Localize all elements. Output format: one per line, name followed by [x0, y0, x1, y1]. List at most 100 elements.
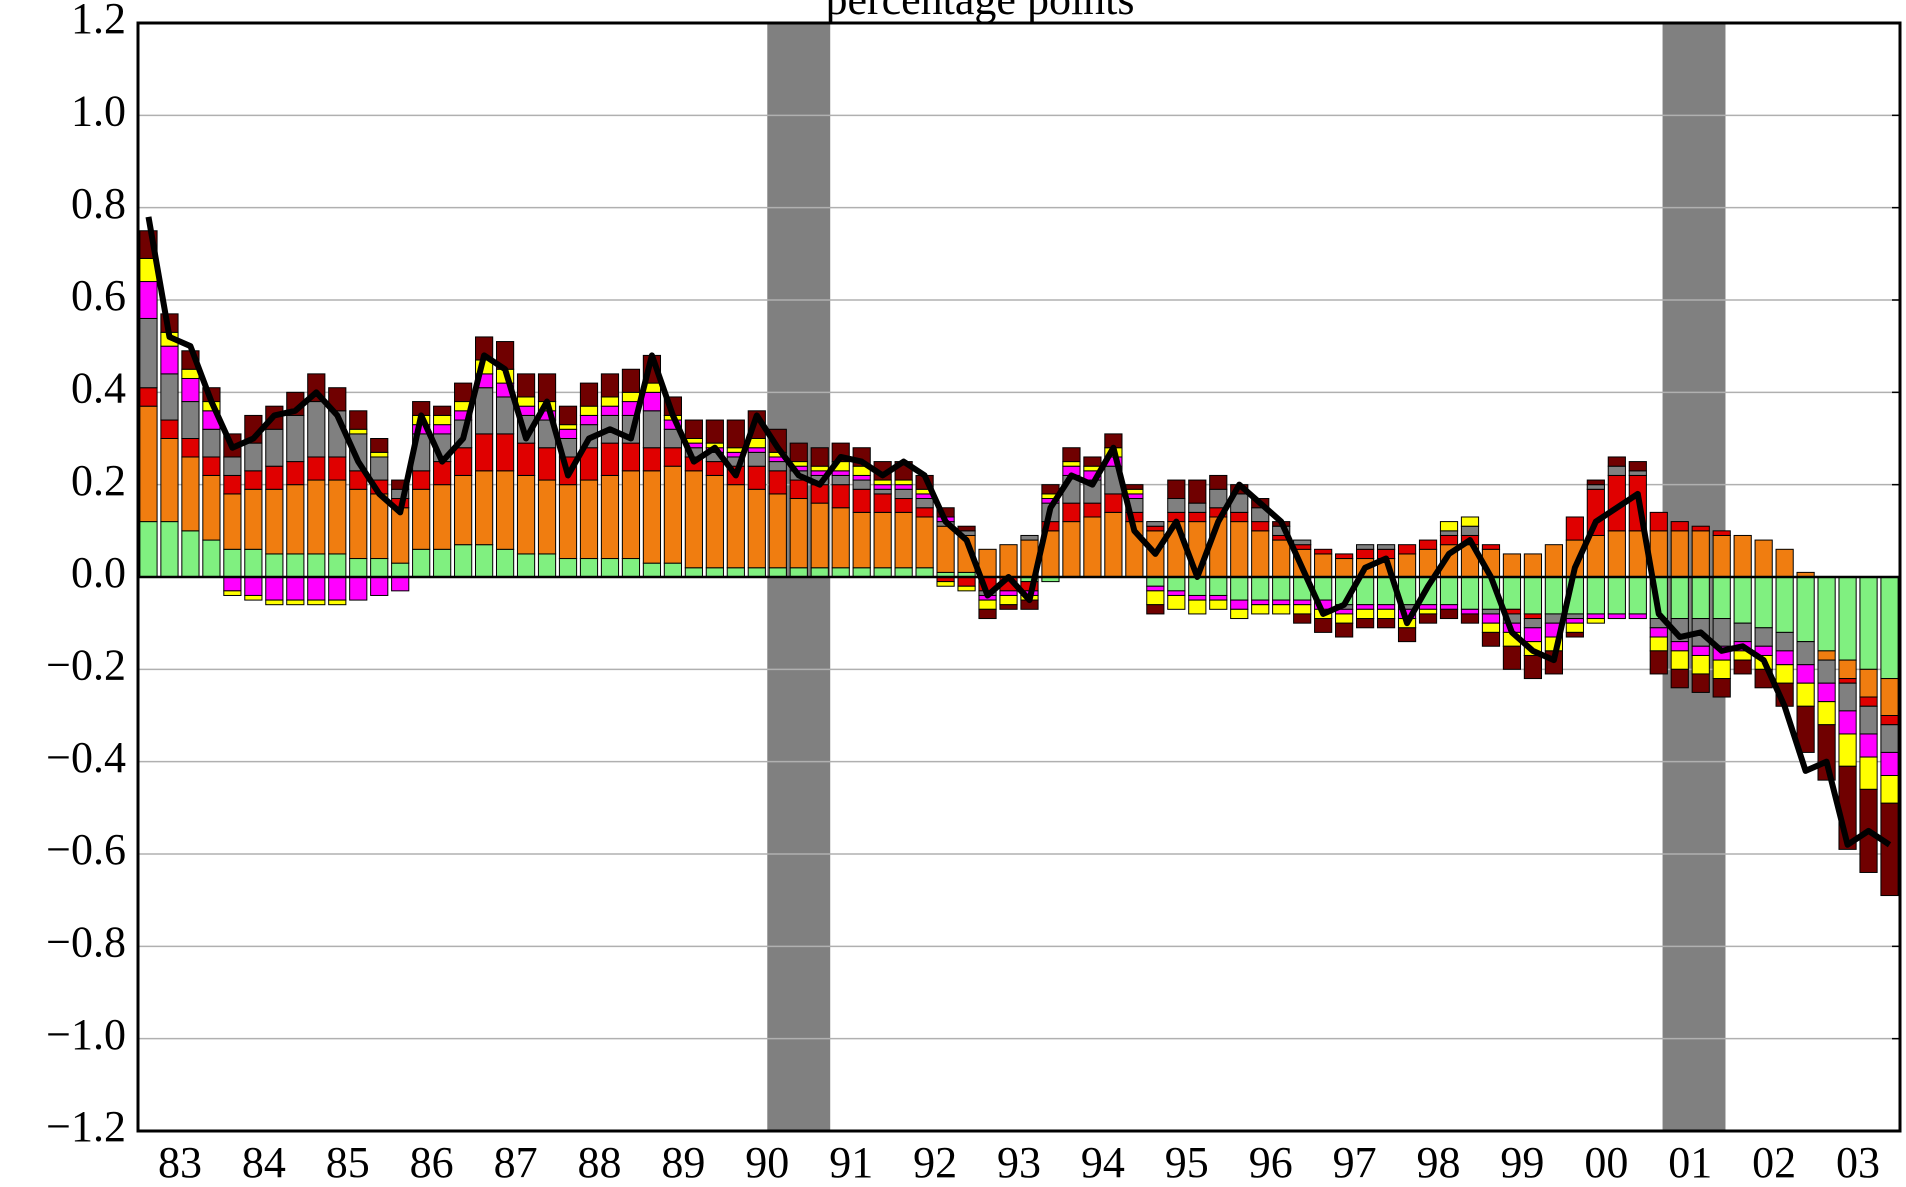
bar-segment — [1733, 576, 1752, 624]
bar-segment — [307, 553, 326, 578]
bar-segment — [265, 576, 284, 601]
bar-segment — [139, 317, 158, 389]
bar-segment — [747, 451, 766, 467]
bar-segment — [705, 461, 724, 476]
bar-segment — [852, 474, 871, 481]
x-tick-label: 92 — [913, 1138, 957, 1187]
bar-segment — [454, 544, 473, 578]
plot-frame — [136, 21, 1902, 1133]
chart-subtitle: percentage points — [825, 0, 1134, 24]
bar-segment — [495, 548, 515, 578]
bar-segment — [1439, 534, 1459, 546]
bar-segment — [516, 474, 536, 555]
bar-segment — [1859, 576, 1878, 670]
bar-segment — [1356, 618, 1375, 629]
bar-segment — [1209, 599, 1228, 610]
bar-segment — [1859, 668, 1878, 698]
bar-segment — [1565, 618, 1584, 624]
bar-segment — [1691, 525, 1710, 532]
bar-segment — [1586, 479, 1605, 486]
bar-segment — [328, 599, 347, 606]
bar-segment — [1544, 544, 1563, 578]
bar-segment — [558, 405, 578, 426]
bar-segment — [391, 576, 410, 592]
bar-segment — [1439, 608, 1459, 620]
bar-segment — [1272, 576, 1291, 601]
bar-segment — [936, 525, 955, 573]
bar-segment — [1649, 627, 1668, 638]
bar-segment — [1083, 502, 1102, 518]
bar-segment — [370, 451, 389, 458]
bar-segment — [1838, 710, 1857, 735]
bar-segment — [852, 511, 871, 569]
bar-segment — [873, 488, 892, 495]
bar-segment — [1796, 682, 1815, 707]
bar-segment — [328, 479, 347, 555]
bar-segment — [663, 465, 682, 564]
bar-segment — [894, 498, 913, 513]
bar-segment — [1586, 618, 1605, 624]
bar-segment — [873, 567, 892, 578]
bar-segment — [1859, 696, 1878, 707]
bar-segment — [1796, 705, 1815, 753]
bar-segment — [1586, 576, 1605, 615]
bar-segment — [1356, 544, 1375, 550]
bar-segment — [1083, 516, 1102, 578]
bar-segment — [1439, 530, 1459, 536]
bar-segment — [328, 387, 347, 412]
bar-segment — [1104, 493, 1123, 513]
bar-segment — [202, 539, 221, 578]
x-tick-label: 97 — [1333, 1138, 1377, 1187]
y-tick-label: −0.2 — [46, 640, 126, 689]
bar-segment — [1314, 618, 1333, 633]
bar-segment — [1523, 618, 1543, 629]
bar-segment — [1670, 668, 1689, 689]
bar-segment — [705, 474, 724, 569]
bar-segment — [852, 488, 871, 513]
bar-segment — [307, 576, 326, 601]
bar-segment — [1523, 627, 1543, 643]
bar-segment — [1670, 650, 1689, 670]
x-tick-label: 85 — [326, 1138, 370, 1187]
bar-segment — [999, 544, 1018, 578]
bar-segment — [328, 576, 347, 601]
bar-segment — [1859, 756, 1878, 790]
bar-segment — [915, 567, 934, 578]
bar-segment — [1502, 576, 1522, 610]
bar-segment — [1565, 613, 1584, 620]
bar-segment — [1670, 641, 1689, 652]
bar-segment — [244, 488, 263, 550]
bar-segment — [873, 484, 892, 490]
bar-segment — [516, 396, 536, 407]
bar-segment — [1188, 502, 1207, 513]
bar-segment — [600, 474, 620, 560]
bar-segment — [558, 428, 578, 439]
bar-segment — [181, 368, 200, 379]
bar-segment — [1880, 724, 1899, 753]
bar-segment — [1397, 627, 1417, 643]
bar-segment — [579, 558, 599, 578]
bar-segment — [1691, 654, 1710, 675]
bar-segment — [1418, 604, 1438, 610]
bar-segment — [978, 599, 997, 610]
bar-segment — [1817, 701, 1836, 726]
bar-segment — [1146, 525, 1165, 532]
bar-segment — [160, 419, 179, 439]
y-tick-label: 1.2 — [71, 0, 126, 43]
bar-segment — [1251, 599, 1270, 606]
bar-segment — [1314, 553, 1333, 578]
bar-segment — [349, 428, 368, 435]
bar-segment — [433, 414, 452, 426]
bar-segment — [600, 558, 620, 578]
bar-segment — [1523, 576, 1543, 615]
bar-segment — [726, 567, 745, 578]
bar-segment — [747, 488, 766, 569]
bar-segment — [579, 414, 599, 426]
bar-segment — [307, 401, 326, 458]
bar-segment — [621, 368, 641, 393]
bar-segment — [412, 548, 431, 578]
bar-segment — [1544, 576, 1563, 615]
bar-segment — [1104, 511, 1123, 578]
bar-segment — [1481, 608, 1501, 615]
bar-segment — [621, 470, 641, 560]
